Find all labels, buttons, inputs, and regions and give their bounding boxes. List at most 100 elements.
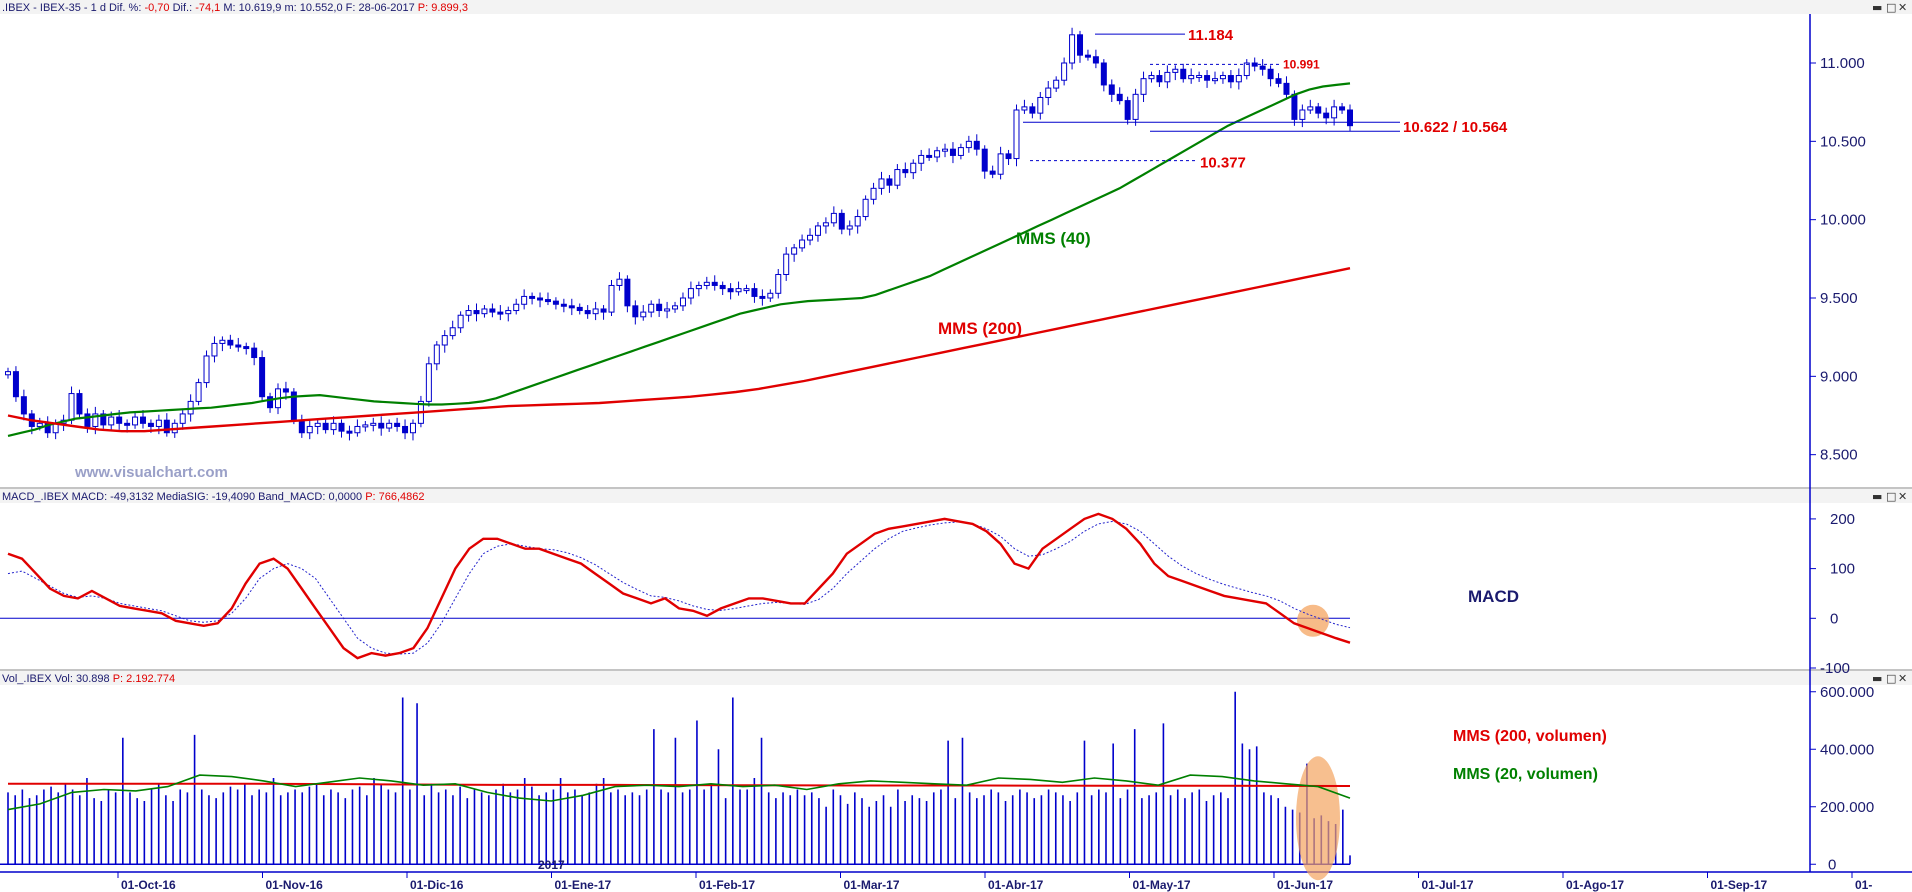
candle-body bbox=[751, 288, 758, 297]
candle-body bbox=[1037, 96, 1044, 114]
close-icon[interactable]: ✕ bbox=[1898, 1, 1907, 14]
candle-body bbox=[497, 311, 504, 315]
candle-body bbox=[632, 305, 639, 318]
close-icon[interactable]: ✕ bbox=[1898, 672, 1907, 685]
x-tick-label: 01- bbox=[1855, 878, 1872, 892]
level-label-11184: 11.184 bbox=[1188, 27, 1234, 44]
macd-line bbox=[7, 512, 1351, 660]
volume-y-tick-label: 600.000 bbox=[1820, 684, 1874, 701]
candle-body bbox=[219, 339, 226, 344]
candle-body bbox=[489, 308, 496, 313]
macd-y-tick-label: -100 bbox=[1820, 660, 1850, 677]
candle-body bbox=[84, 413, 91, 427]
maximize-icon[interactable]: □ bbox=[1886, 672, 1896, 685]
candle-body bbox=[592, 308, 599, 315]
candle-body bbox=[989, 170, 996, 175]
candle-body bbox=[1116, 93, 1123, 102]
candle-body bbox=[298, 419, 305, 434]
candle-body bbox=[139, 416, 146, 424]
candle-body bbox=[918, 154, 925, 164]
price-y-tick-label: 9.500 bbox=[1820, 290, 1858, 307]
candle-body bbox=[12, 371, 19, 398]
candle-body bbox=[227, 339, 234, 346]
x-tick-label: 01-Nov-16 bbox=[266, 878, 324, 892]
candle-body bbox=[100, 413, 107, 426]
mms40-label: MMS (40) bbox=[1016, 229, 1091, 248]
candle-body bbox=[1315, 106, 1322, 114]
x-tick-label: 01-Ene-17 bbox=[555, 878, 612, 892]
candle-body bbox=[965, 140, 972, 149]
candle-body bbox=[1005, 153, 1012, 160]
candle-body bbox=[664, 308, 671, 312]
minimize-icon[interactable]: ▬ bbox=[1872, 490, 1882, 503]
candle-body bbox=[505, 310, 512, 315]
candle-body bbox=[1164, 71, 1171, 83]
candle-body bbox=[783, 253, 790, 275]
candle-body bbox=[1108, 84, 1115, 95]
x-tick-label: 01-May-17 bbox=[1133, 878, 1191, 892]
candle-body bbox=[473, 310, 480, 315]
x-tick-label: 01-Ago-17 bbox=[1566, 878, 1624, 892]
candle-body bbox=[402, 425, 409, 434]
candle-body bbox=[116, 416, 123, 424]
watermark: www.visualchart.com bbox=[74, 464, 228, 481]
candle-body bbox=[386, 422, 393, 429]
candle-body bbox=[624, 278, 631, 307]
macd-panel bbox=[0, 512, 1351, 660]
volume-y-tick-label: 0 bbox=[1828, 856, 1836, 873]
candle-body bbox=[314, 422, 321, 427]
volume-window-buttons: ▬ □ ✕ bbox=[1872, 672, 1907, 685]
candle-body bbox=[1219, 75, 1226, 80]
level-label-10377: 10.377 bbox=[1200, 155, 1246, 172]
candle-body bbox=[1212, 78, 1219, 82]
price-y-tick-label: 10.500 bbox=[1820, 133, 1866, 150]
candle-body bbox=[409, 422, 416, 434]
candle-body bbox=[814, 225, 821, 236]
mms200-label: MMS (200) bbox=[938, 319, 1022, 338]
close-icon[interactable]: ✕ bbox=[1898, 490, 1907, 503]
x-tick-label: 01-Abr-17 bbox=[988, 878, 1044, 892]
volume-panel bbox=[0, 691, 1351, 881]
candle-body bbox=[1204, 75, 1211, 81]
minimize-icon[interactable]: ▬ bbox=[1872, 672, 1882, 685]
candle-body bbox=[640, 311, 647, 318]
candle-body bbox=[910, 162, 917, 174]
candle-body bbox=[878, 178, 885, 189]
mms40-line bbox=[7, 82, 1351, 437]
minimize-icon[interactable]: ▬ bbox=[1872, 1, 1882, 14]
volume-header-bar bbox=[0, 671, 1912, 685]
candle-body bbox=[1100, 62, 1107, 86]
candle-body bbox=[775, 274, 782, 294]
candle-body bbox=[1148, 75, 1155, 80]
maximize-icon[interactable]: □ bbox=[1886, 490, 1896, 503]
price-y-tick-label: 10.000 bbox=[1820, 212, 1866, 229]
candle-body bbox=[576, 306, 583, 312]
x-year-label: 2017 bbox=[538, 858, 565, 872]
candle-body bbox=[552, 300, 559, 305]
candle-body bbox=[600, 308, 607, 313]
candle-body bbox=[36, 422, 43, 427]
candle-body bbox=[568, 305, 575, 309]
macd-label: MACD bbox=[1468, 587, 1519, 606]
candle-body bbox=[544, 299, 551, 303]
candle-body bbox=[425, 363, 432, 402]
candle-body bbox=[251, 347, 258, 359]
candle-body bbox=[211, 342, 218, 357]
maximize-icon[interactable]: □ bbox=[1886, 1, 1896, 14]
candle-body bbox=[838, 212, 845, 230]
candle-body bbox=[1029, 106, 1036, 114]
candle-body bbox=[679, 297, 686, 307]
candle-body bbox=[441, 335, 448, 346]
candle-body bbox=[529, 295, 536, 299]
candle-body bbox=[1045, 87, 1052, 98]
candle-body bbox=[92, 413, 99, 427]
candle-body bbox=[5, 371, 11, 376]
candle-body bbox=[282, 388, 289, 393]
candle-body bbox=[830, 212, 837, 224]
volume-mms200-line bbox=[8, 782, 1351, 787]
candle-body bbox=[1283, 82, 1290, 95]
candle-body bbox=[147, 422, 154, 427]
volume-y-tick-label: 200.000 bbox=[1820, 799, 1874, 816]
candle-body bbox=[687, 288, 694, 299]
candle-body bbox=[1077, 34, 1084, 56]
